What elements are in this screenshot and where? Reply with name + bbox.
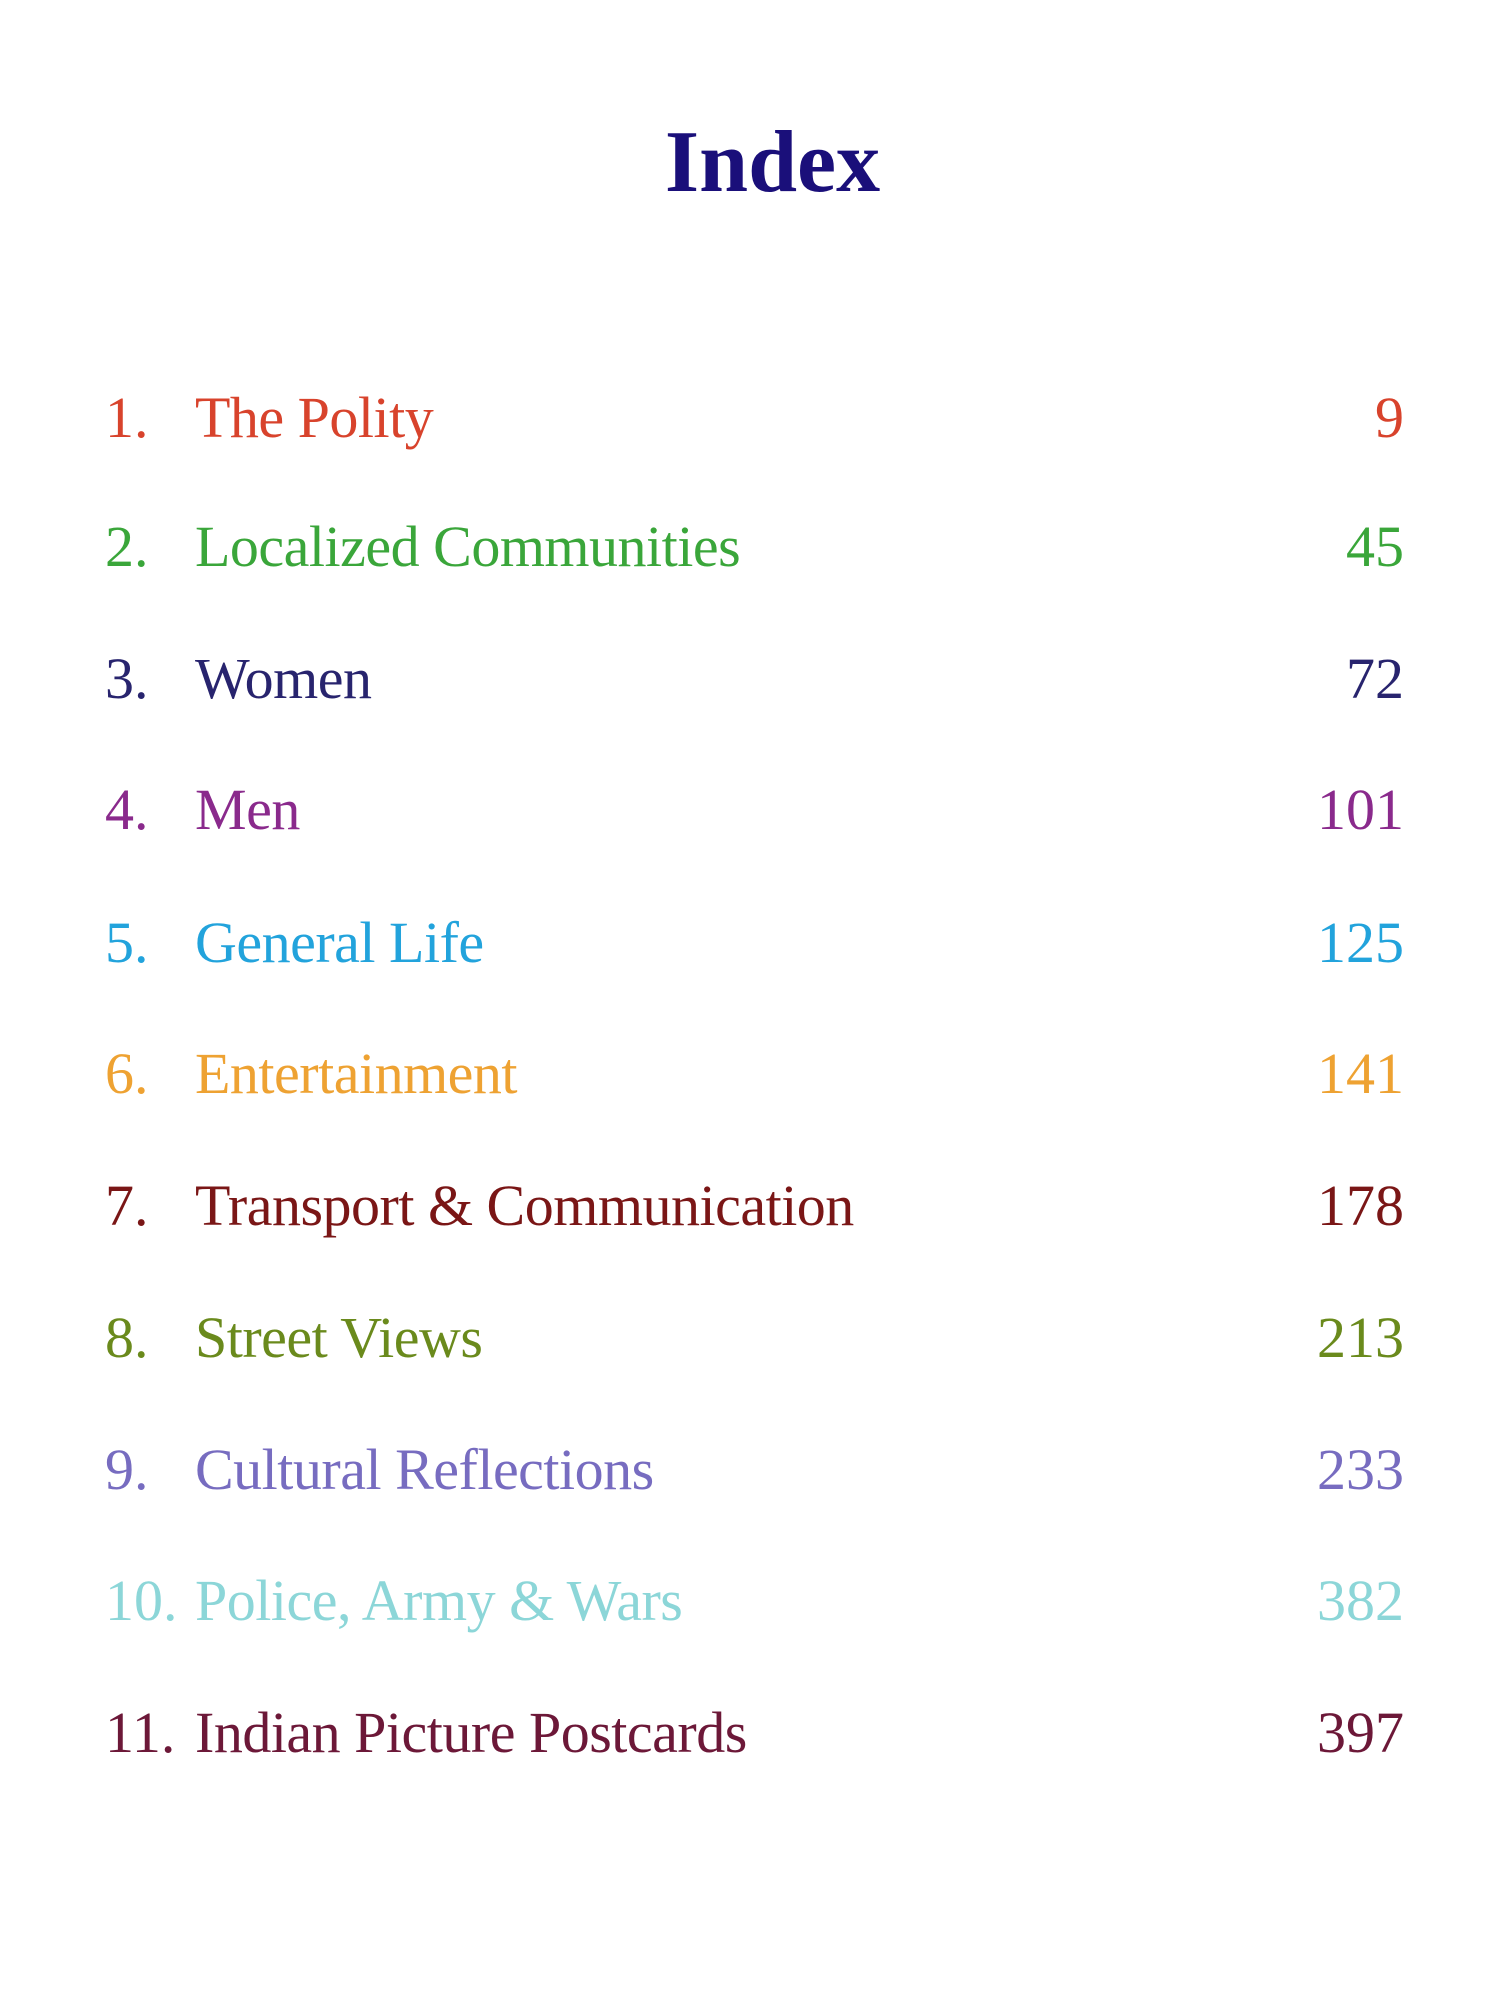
entry-label: Localized Communities	[195, 514, 741, 579]
entry-number: 3.	[105, 646, 149, 711]
index-entry: 2. Localized Communities 45	[0, 500, 1500, 580]
entry-number: 5.	[105, 910, 149, 975]
entry-number: 7.	[105, 1173, 149, 1238]
index-entry: 1. The Polity 9	[0, 371, 1500, 451]
index-entry: 7. Transport & Communication 178	[0, 1159, 1500, 1239]
entry-label: Street Views	[195, 1305, 483, 1370]
entry-page-number: 397	[1317, 1700, 1404, 1765]
entry-page-number: 178	[1317, 1173, 1404, 1238]
entry-label: General Life	[195, 910, 484, 975]
entry-page-number: 233	[1317, 1437, 1404, 1502]
entry-page-number: 101	[1317, 777, 1404, 842]
index-entry: 8. Street Views 213	[0, 1291, 1500, 1371]
entry-number: 4.	[105, 777, 149, 842]
entry-label: Men	[195, 777, 300, 842]
entry-page-number: 141	[1317, 1041, 1404, 1106]
entry-page-number: 9	[1375, 385, 1404, 450]
entry-number: 6.	[105, 1041, 149, 1106]
entry-label: Entertainment	[195, 1041, 518, 1106]
entry-label: The Polity	[195, 385, 434, 450]
index-entry: 4. Men 101	[0, 763, 1500, 843]
entry-page-number: 45	[1346, 514, 1404, 579]
page-title: Index	[664, 114, 881, 211]
entry-page-number: 72	[1346, 646, 1404, 711]
index-entry: 9. Cultural Reflections 233	[0, 1423, 1500, 1503]
index-entry: 3. Women 72	[0, 632, 1500, 712]
entry-label: Indian Picture Postcards	[195, 1700, 747, 1765]
entry-number: 11.	[105, 1700, 176, 1765]
index-entry: 10. Police, Army & Wars 382	[0, 1554, 1500, 1634]
entry-page-number: 125	[1317, 910, 1404, 975]
entry-number: 2.	[105, 514, 149, 579]
entry-label: Women	[195, 646, 372, 711]
entry-label: Cultural Reflections	[195, 1437, 654, 1502]
entry-number: 8.	[105, 1305, 149, 1370]
index-entry: 5. General Life 125	[0, 896, 1500, 976]
entry-number: 9.	[105, 1437, 149, 1502]
entry-label: Police, Army & Wars	[195, 1568, 683, 1633]
entry-number: 10.	[105, 1568, 178, 1633]
entry-label: Transport & Communication	[195, 1173, 854, 1238]
entry-page-number: 382	[1317, 1568, 1404, 1633]
entry-number: 1.	[105, 385, 149, 450]
index-entry: 11. Indian Picture Postcards 397	[0, 1686, 1500, 1766]
entry-page-number: 213	[1317, 1305, 1404, 1370]
index-entry: 6. Entertainment 141	[0, 1027, 1500, 1107]
